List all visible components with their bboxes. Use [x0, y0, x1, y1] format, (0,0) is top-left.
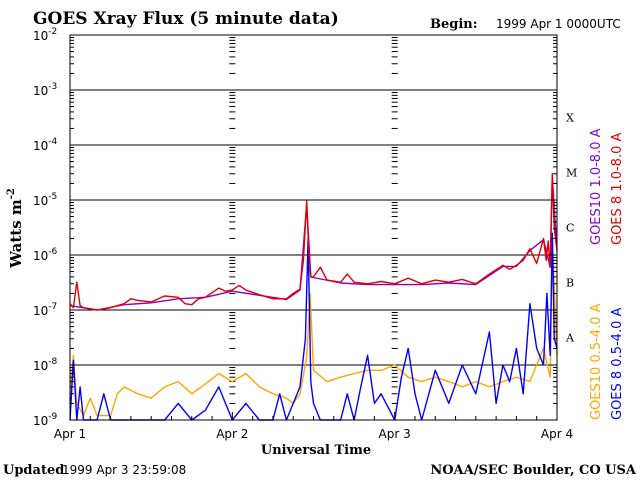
- flare-class-label: B: [566, 277, 574, 290]
- flare-class-label: C: [566, 222, 574, 235]
- series-goes-8-1-0-8-0-a: [69, 173, 558, 311]
- y-axis-label: Watts m-2: [6, 188, 25, 269]
- x-tick-label: Apr 2: [216, 427, 248, 441]
- y-axis-ticks: 10-2 10-3 10-4 10-5 10-6 10-7 10-8 10-9: [33, 27, 557, 428]
- series-goes10-1-0-8-0-a: [69, 176, 558, 311]
- y-tick-label: 10-6: [33, 247, 58, 263]
- y-tick-exponent: -2: [48, 27, 57, 37]
- flare-class-label: X: [566, 112, 574, 125]
- y-tick-label: 10-2: [33, 27, 57, 43]
- updated-label: Updated: [3, 463, 64, 478]
- y-tick-exponent: -3: [48, 82, 57, 92]
- y-tick-label: 10-8: [33, 357, 58, 373]
- y-axis-label-text: Watts m-2: [6, 188, 25, 269]
- x-tick-label: Apr 4: [541, 427, 573, 441]
- y-tick-exponent: -4: [48, 137, 57, 147]
- legend-entry: GOES10 0.5-4.0 A: [589, 303, 604, 420]
- y-tick-label: 10-7: [33, 302, 57, 318]
- series-layer: [69, 173, 558, 421]
- begin-label: Begin:: [430, 17, 478, 32]
- y-tick-label: 10-9: [33, 412, 58, 428]
- legend-entry: GOES 8 0.5-4.0 A: [610, 308, 625, 420]
- series-goes10-0-5-4-0-a: [69, 237, 558, 417]
- series-goes-8-0-5-4-0-a: [69, 232, 558, 421]
- y-tick-label: 10-4: [33, 137, 58, 153]
- chart-title: GOES Xray Flux (5 minute data): [33, 9, 339, 29]
- y-axis-label-exponent: -2: [6, 188, 17, 199]
- y-tick-label: 10-5: [33, 192, 57, 208]
- source-credit: NOAA/SEC Boulder, CO USA: [430, 463, 637, 478]
- updated-value: 1999 Apr 3 23:59:08: [62, 463, 186, 477]
- flare-class-label: A: [565, 332, 575, 345]
- y-tick-exponent: -5: [48, 192, 57, 202]
- legend-entry: GOES 8 1.0-8.0 A: [610, 133, 625, 245]
- x-tick-label: Apr 1: [54, 427, 86, 441]
- y-tick-exponent: -8: [48, 357, 57, 367]
- y-tick-exponent: -6: [48, 247, 57, 257]
- legend: GOES10 1.0-8.0 A GOES 8 1.0-8.0 A GOES10 0…: [589, 128, 625, 420]
- flare-class-labels: X M C B A: [565, 112, 577, 345]
- y-tick-exponent: -7: [48, 302, 57, 312]
- x-tick-label: Apr 3: [379, 427, 411, 441]
- begin-value: 1999 Apr 1 0000UTC: [496, 17, 621, 31]
- legend-entry: GOES10 1.0-8.0 A: [589, 128, 604, 245]
- flare-class-label: M: [566, 167, 577, 180]
- day-tick-marks: [229, 37, 398, 404]
- y-tick-label: 10-3: [33, 82, 57, 98]
- x-axis-label: Universal Time: [261, 443, 371, 458]
- y-tick-exponent: -9: [48, 412, 57, 422]
- x-axis-ticks: Apr 1 Apr 2 Apr 3 Apr 4: [54, 412, 573, 441]
- gridlines: [70, 89, 557, 366]
